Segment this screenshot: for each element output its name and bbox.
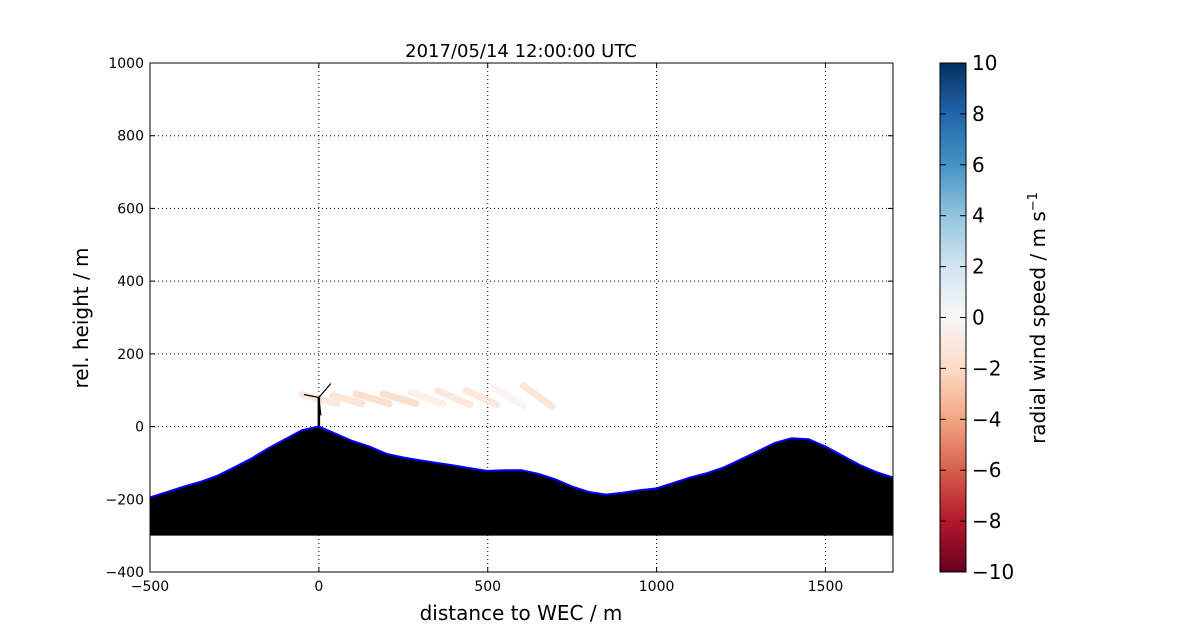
- y-tick-label: 800: [117, 129, 144, 145]
- x-tick-label: 500: [474, 579, 501, 595]
- x-tick-label: 0: [314, 579, 323, 595]
- terrain-outline: [150, 425, 893, 499]
- colorbar-label: radial wind speed / m s−1: [1026, 192, 1050, 444]
- colorbar-tick-label: 6: [972, 153, 985, 177]
- colorbar-tick-label: 4: [972, 204, 985, 228]
- y-axis-label: rel. height / m: [69, 247, 93, 388]
- colorbar-tick-label: −10: [972, 560, 1014, 584]
- y-tick-label: 400: [117, 274, 144, 290]
- wind-segment: [407, 388, 447, 408]
- colorbar-tick-label: 2: [972, 255, 985, 279]
- turbine-blade: [318, 383, 332, 398]
- y-tick-label: 0: [135, 420, 144, 436]
- colorbar-tick-label: −4: [972, 407, 1001, 431]
- y-tick-label: 600: [117, 201, 144, 217]
- x-tick-label: −500: [131, 579, 169, 595]
- x-axis: −500 0 500 1000 1500: [131, 63, 844, 595]
- colorbar-axis: −10 −8 −6 −4 −2 0 2 4 6 8 10: [940, 51, 1014, 584]
- plot-frame: [149, 62, 894, 573]
- wind-segment: [434, 387, 474, 409]
- chart-title: 2017/05/14 12:00:00 UTC: [405, 41, 637, 62]
- colorbar-tick-label: −2: [972, 356, 1001, 380]
- y-tick-label: 1000: [108, 56, 144, 72]
- wind-turbine-icon: [303, 383, 332, 427]
- y-axis: −400 −200 0 200 400 600 800 1000: [106, 56, 893, 581]
- colorbar-tick-label: 8: [972, 102, 985, 126]
- plot-area: [150, 381, 893, 536]
- y-tick-label: −200: [106, 492, 144, 508]
- turbine-blade: [318, 397, 322, 416]
- wind-segment: [489, 384, 528, 409]
- colorbar-tick-label: 0: [972, 306, 985, 330]
- x-tick-label: 1500: [808, 579, 844, 595]
- turbine-blade: [303, 393, 319, 399]
- wind-segment: [379, 390, 420, 408]
- colorbar-tick-label: 10: [972, 51, 997, 75]
- y-tick-label: 200: [117, 347, 144, 363]
- y-tick-label: −400: [106, 565, 144, 581]
- wind-segment: [329, 392, 366, 408]
- x-axis-label: distance to WEC / m: [420, 601, 623, 625]
- colorbar-tick-label: −8: [972, 509, 1001, 533]
- colorbar-tick-label: −6: [972, 458, 1001, 482]
- terrain-fill: [150, 426, 893, 536]
- wind-segment: [519, 381, 556, 411]
- wind-segment: [462, 387, 501, 409]
- x-tick-label: 1000: [639, 579, 675, 595]
- wind-segment: [352, 390, 393, 408]
